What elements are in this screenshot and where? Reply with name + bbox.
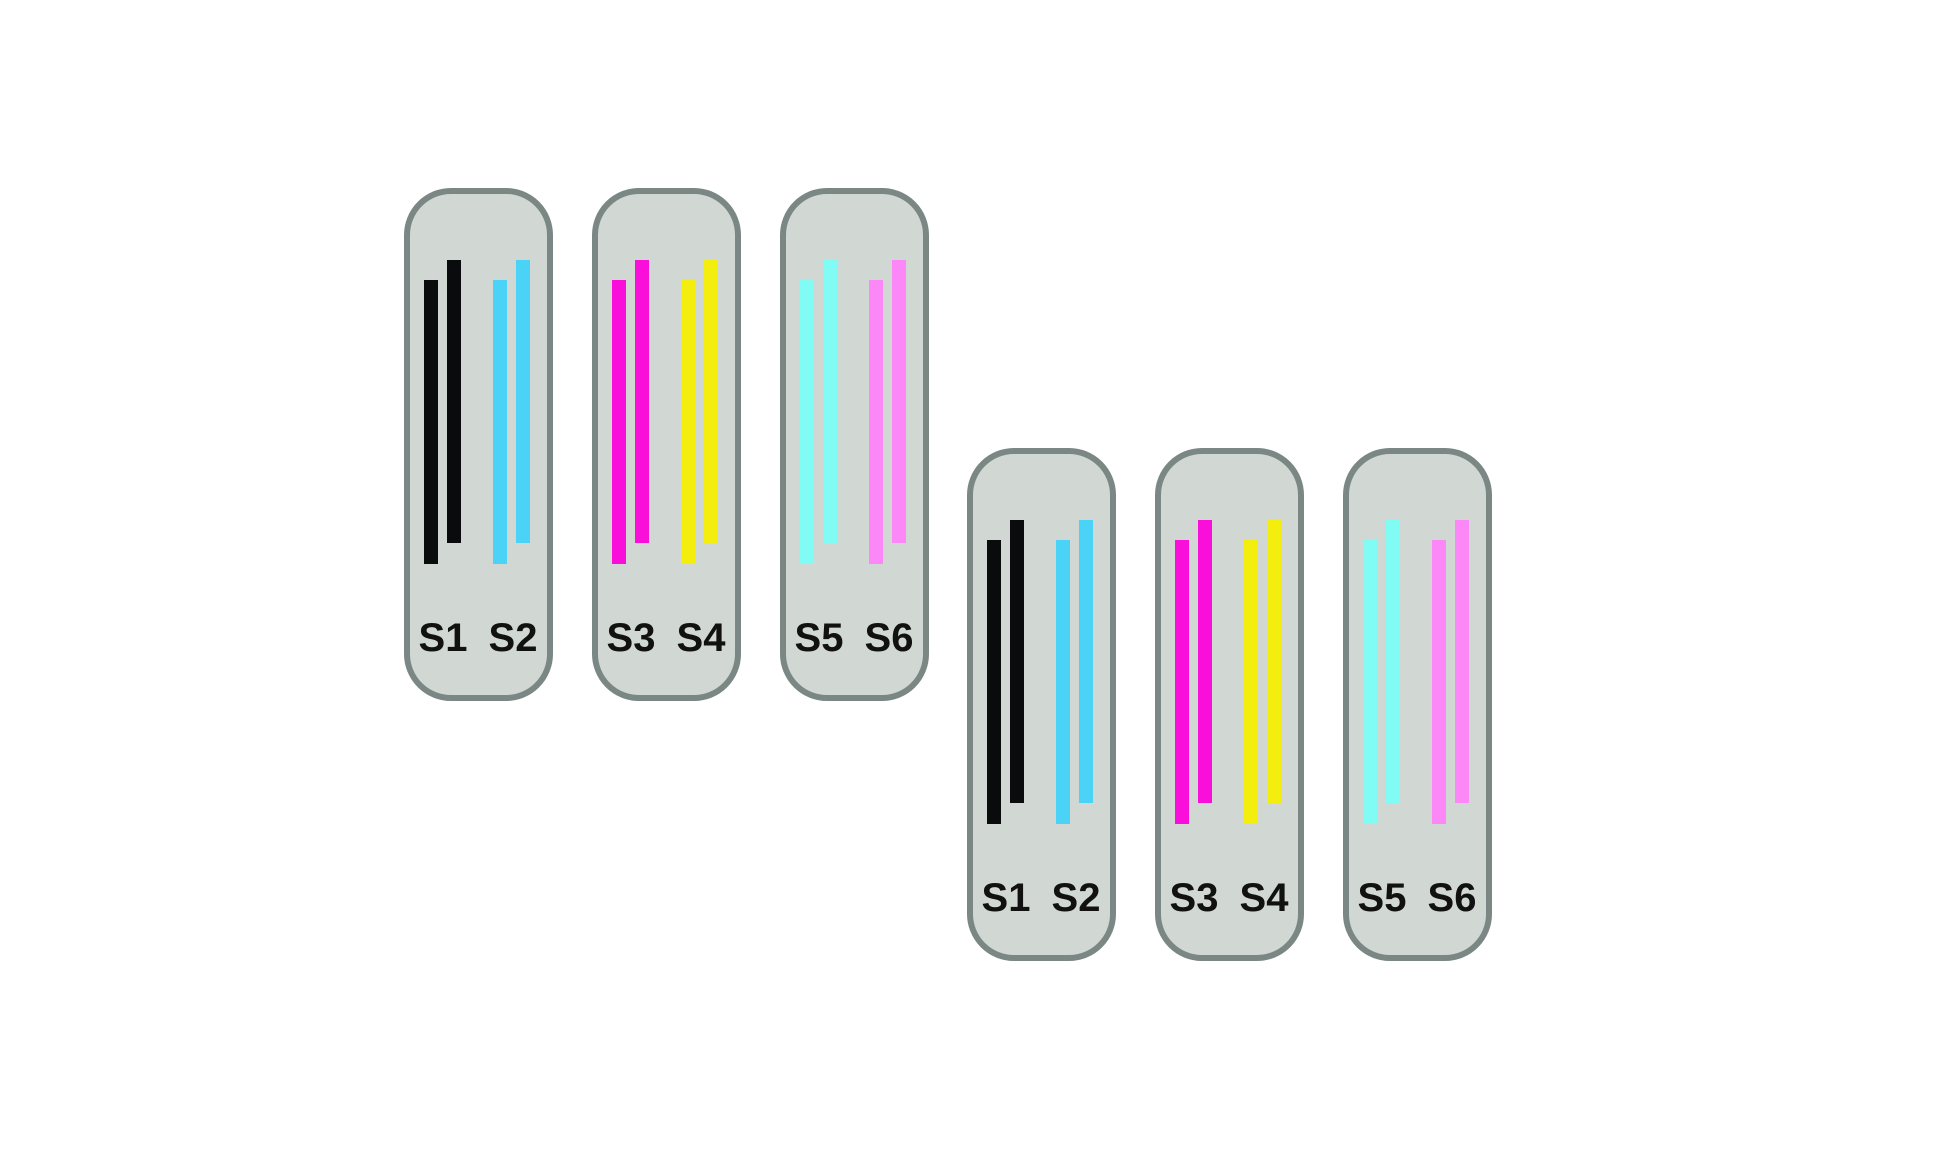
lane-label: S1 — [418, 616, 468, 660]
sample-bar-left — [681, 280, 695, 564]
lane-label: S5 — [1357, 876, 1407, 920]
sample-bar-right — [1267, 520, 1281, 803]
sample-bar-left — [1363, 540, 1377, 824]
sample-bar-right — [516, 260, 530, 543]
lane-label: S4 — [1239, 876, 1289, 920]
slide-panel: S3 S4 — [592, 188, 741, 701]
sample-bar-right — [1079, 520, 1093, 803]
sample-bar-right — [1386, 520, 1400, 803]
sample-bar-left — [612, 280, 626, 564]
sample-bar-right — [892, 260, 906, 543]
sample-bar-left — [869, 280, 883, 564]
lane-label: S4 — [676, 616, 726, 660]
slide-panel: S5 S6 — [1343, 448, 1492, 961]
sample-bar-right — [1198, 520, 1212, 803]
sample-bar-left — [987, 540, 1001, 824]
slide-panel: S1 S2 — [404, 188, 553, 701]
slide-panel: S3 S4 — [1155, 448, 1304, 961]
sample-bar-left — [424, 280, 438, 564]
sample-bar-left — [1175, 540, 1189, 824]
sample-bar-right — [635, 260, 649, 543]
lane-label: S3 — [1169, 876, 1219, 920]
lane-label: S5 — [794, 616, 844, 660]
sample-bar-left — [1432, 540, 1446, 824]
sample-bar-right — [823, 260, 837, 543]
sample-bar-left — [800, 280, 814, 564]
sample-bar-right — [1010, 520, 1024, 803]
lane-label: S6 — [1427, 876, 1477, 920]
sample-bar-left — [493, 280, 507, 564]
slide-panel: S1 S2 — [967, 448, 1116, 961]
sample-bar-right — [1455, 520, 1469, 803]
lane-label: S1 — [981, 876, 1031, 920]
sample-bar-right — [704, 260, 718, 543]
sample-bar-left — [1056, 540, 1070, 824]
lane-label: S2 — [1051, 876, 1101, 920]
lane-label: S2 — [488, 616, 538, 660]
lane-label: S6 — [864, 616, 914, 660]
sample-bar-left — [1244, 540, 1258, 824]
lane-label: S3 — [606, 616, 656, 660]
slide-panel: S5 S6 — [780, 188, 929, 701]
sample-bar-right — [447, 260, 461, 543]
